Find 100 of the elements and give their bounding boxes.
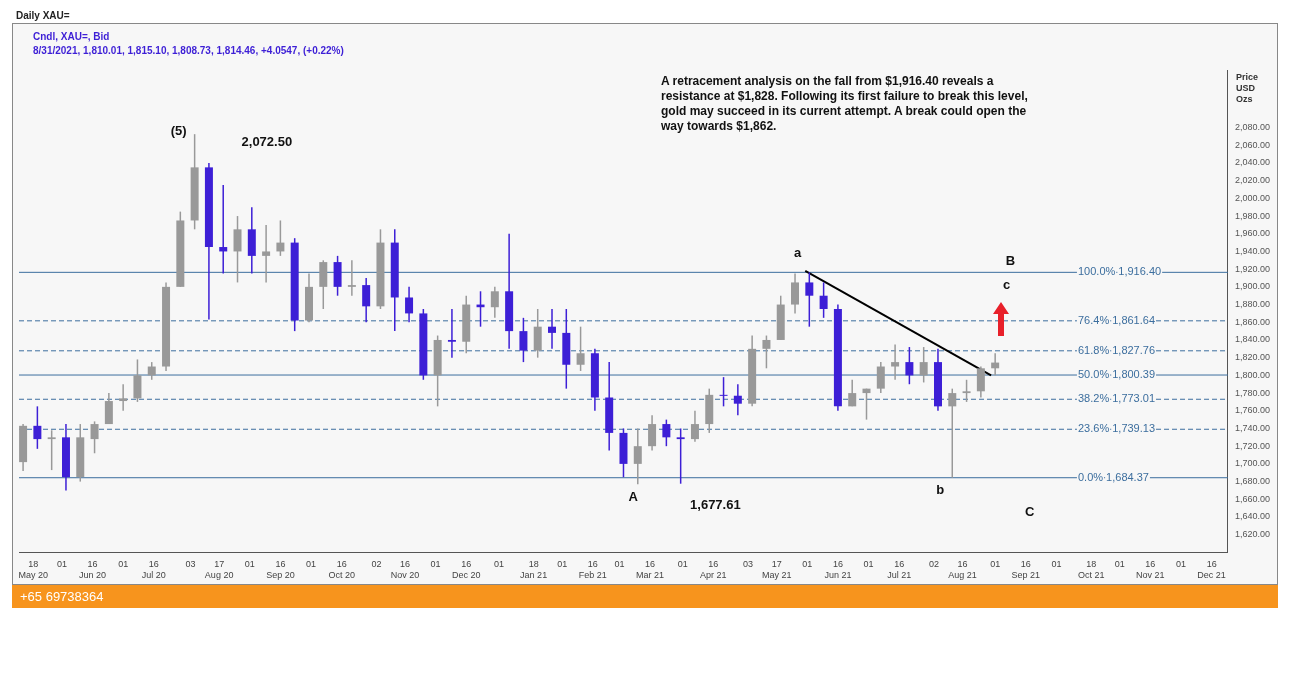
candlestick (633, 427, 642, 485)
candlestick (662, 418, 671, 447)
x-tick-label: 03 (185, 559, 196, 570)
candlestick (676, 427, 685, 485)
candlestick (576, 325, 585, 372)
candlestick (33, 405, 42, 450)
y-tick-label: 1,700.00 (1234, 458, 1271, 469)
x-tick-label: 03 (743, 559, 754, 570)
x-tick-label: 17 Aug 20 (204, 559, 234, 581)
candlestick (690, 410, 699, 443)
x-tick-label: 16 Jun 21 (824, 559, 852, 581)
x-tick-label: 16 Apr 21 (700, 559, 727, 581)
y-tick-label: 1,960.00 (1234, 228, 1271, 239)
y-tick-label: 1,780.00 (1234, 387, 1271, 398)
chart-title: Daily XAU= (15, 9, 71, 23)
candlestick (648, 414, 657, 452)
candlestick (948, 387, 957, 479)
candlestick (876, 361, 885, 394)
y-tick-label: 1,760.00 (1234, 405, 1271, 416)
candlestick (905, 346, 914, 385)
candlestick (719, 376, 728, 408)
x-tick-label: 16 Sep 21 (1011, 559, 1041, 581)
chart-subtitle: Cndl, XAU=, Bid 8/31/2021, 1,810.01, 1,815.10, 1,808.73, 1,814.46, +4.0547, (+0.22%) (33, 30, 344, 58)
y-tick-label: 1,860.00 (1234, 316, 1271, 327)
y-tick-label: 1,980.00 (1234, 210, 1271, 221)
x-tick-label: 01 (1175, 559, 1186, 570)
x-tick-label: 18 Oct 21 (1077, 559, 1105, 581)
y-tick-label: 2,040.00 (1234, 157, 1271, 168)
x-tick-label: 16 Jun 20 (79, 559, 107, 581)
candlestick (262, 224, 271, 284)
y-tick-label: 2,000.00 (1234, 192, 1271, 203)
y-tick-label: 1,740.00 (1234, 422, 1271, 433)
x-tick-label: 18 Jan 21 (520, 559, 548, 581)
ref-line-label: 0.0% 1,684.37 (1077, 470, 1149, 483)
annotation: 2,072.50 (241, 134, 293, 150)
candlestick (133, 358, 142, 403)
x-tick-label: 16 Oct 20 (328, 559, 355, 581)
x-tick-label: 01 (614, 559, 625, 570)
x-tick-label: 01 (990, 559, 1001, 570)
candlestick (362, 277, 371, 324)
y-tick-label: 1,900.00 (1234, 281, 1271, 292)
annotation: B (1005, 252, 1016, 268)
candlestick (47, 429, 56, 471)
x-tick-label: 01 (306, 559, 317, 570)
ref-line-label: 100.0% 1,916.40 (1077, 265, 1162, 278)
x-tick-label: 16 Mar 21 (636, 559, 665, 581)
annotation: 1,677.61 (690, 497, 741, 513)
candlestick (762, 334, 771, 370)
candlestick (233, 215, 242, 284)
candlestick (848, 379, 857, 408)
x-tick-label: 01 (493, 559, 504, 570)
candlestick (276, 219, 285, 257)
y-tick-label: 2,060.00 (1234, 139, 1271, 150)
candlestick (347, 259, 356, 297)
annotation: C (1025, 503, 1035, 519)
y-tick-label: 2,080.00 (1234, 122, 1271, 133)
candlestick (104, 392, 113, 425)
candlestick (119, 383, 128, 412)
candlestick (219, 184, 228, 275)
candlestick (962, 379, 971, 403)
x-tick-label: 16 Jul 21 (887, 559, 912, 581)
candlestick (819, 281, 828, 319)
y-tick-label: 1,800.00 (1234, 369, 1271, 380)
x-tick-label: 01 (557, 559, 568, 570)
x-tick-label: 01 (863, 559, 874, 570)
y-tick-label: 1,880.00 (1234, 299, 1271, 310)
y-tick-label: 1,680.00 (1234, 476, 1271, 487)
y-tick-label: 1,820.00 (1234, 352, 1271, 363)
candlestick (548, 308, 557, 350)
x-tick-label: 02 (928, 559, 939, 570)
annotation: b (936, 482, 945, 498)
y-tick-label: 1,840.00 (1234, 334, 1271, 345)
x-tick-label: 01 (677, 559, 688, 570)
x-tick-label: 16 Aug 21 (948, 559, 977, 581)
ref-line-label: 76.4% 1,861.64 (1077, 313, 1156, 326)
x-tick-label: 01 (1051, 559, 1062, 570)
candlestick (919, 346, 928, 384)
y-tick-label: 1,720.00 (1234, 440, 1271, 451)
y-tick-label: 1,660.00 (1234, 493, 1271, 504)
y-axis-title: Price USD Ozs (1235, 72, 1258, 105)
candlestick (791, 272, 800, 315)
x-tick-label: 16 Nov 20 (390, 559, 420, 581)
candlestick (519, 317, 528, 363)
annotation: (5) (170, 123, 187, 139)
candlestick (891, 343, 900, 381)
ref-line-label: 61.8% 1,827.76 (1077, 343, 1156, 356)
candlestick (805, 271, 814, 328)
candlestick (90, 420, 99, 455)
annotation: A (628, 489, 639, 505)
annotation: c (1003, 277, 1011, 293)
ref-line-label: 50.0% 1,800.39 (1077, 368, 1156, 381)
x-tick-label: 01 (244, 559, 255, 570)
x-tick-label: 16 Feb 21 (578, 559, 607, 581)
y-tick-label: 2,020.00 (1234, 175, 1271, 186)
x-tick-label: 16 Dec 21 (1197, 559, 1226, 581)
candlestick (976, 365, 985, 399)
y-tick-label: 1,940.00 (1234, 245, 1271, 256)
x-tick-label: 16 Sep 20 (266, 559, 295, 581)
x-tick-label: 01 (118, 559, 129, 570)
candlestick (533, 308, 542, 359)
